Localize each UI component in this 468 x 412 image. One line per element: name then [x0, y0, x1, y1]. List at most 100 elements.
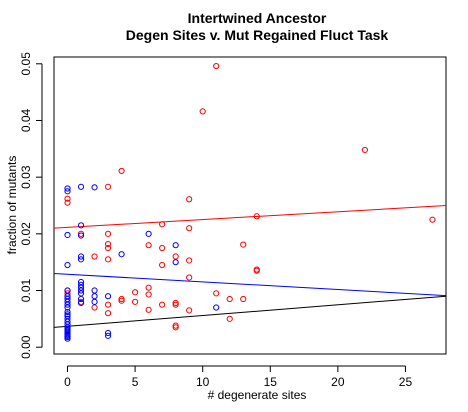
data-point — [172, 322, 179, 329]
data-point — [226, 315, 233, 322]
y-axis: 0.00 0.01 0.02 0.03 0.04 0.05 — [19, 52, 43, 359]
chart-title: Intertwined Ancestor — [188, 10, 327, 26]
data-point — [64, 311, 71, 318]
x-tick-label: 5 — [132, 375, 139, 389]
data-point — [213, 62, 220, 70]
data-point — [77, 253, 85, 260]
data-point — [172, 301, 179, 308]
regression-line — [54, 273, 446, 297]
data-point — [91, 293, 98, 300]
data-point — [91, 287, 98, 294]
y-tick-label: 0.01 — [19, 279, 33, 303]
chart-subtitle: Degen Sites v. Mut Regained Fluct Task — [126, 27, 389, 43]
data-point — [64, 231, 71, 239]
data-point — [91, 298, 98, 305]
data-point — [213, 290, 220, 297]
data-point — [253, 267, 260, 274]
data-point — [64, 333, 71, 341]
data-point — [253, 213, 260, 220]
data-point — [104, 332, 112, 339]
regression-line — [54, 205, 446, 229]
data-point — [91, 184, 98, 191]
data-point — [64, 301, 71, 308]
data-point — [104, 310, 112, 317]
data-point — [77, 256, 85, 263]
x-axis-label: # degenerate sites — [208, 388, 307, 402]
data-point — [159, 261, 166, 269]
data-point — [64, 185, 71, 192]
data-point — [77, 295, 85, 303]
data-point — [159, 301, 166, 308]
y-tick-label: 0.05 — [19, 52, 33, 76]
data-point — [91, 304, 98, 311]
data-point — [104, 240, 112, 248]
data-point — [213, 304, 220, 311]
y-tick-label: 0.02 — [19, 222, 33, 246]
data-point — [64, 304, 71, 311]
data-point — [104, 293, 112, 300]
data-point — [186, 196, 193, 203]
data-point — [429, 216, 436, 223]
x-tick-label: 25 — [399, 375, 413, 389]
data-point — [118, 295, 125, 303]
data-point — [132, 298, 139, 305]
data-point — [145, 242, 152, 249]
data-point — [118, 167, 125, 175]
x-tick-label: 0 — [64, 375, 71, 389]
data-point — [64, 195, 71, 202]
data-point — [186, 307, 193, 314]
data-point — [172, 242, 179, 249]
data-point — [104, 183, 112, 190]
data-point — [186, 257, 193, 264]
data-point — [91, 253, 98, 260]
plot-frame — [53, 56, 447, 355]
data-point — [64, 335, 71, 342]
data-point — [104, 244, 112, 252]
data-point — [118, 297, 125, 304]
data-point — [199, 108, 206, 115]
data-point — [77, 232, 85, 239]
x-axis: 0 5 10 15 20 25 — [64, 365, 413, 389]
data-point — [186, 274, 193, 281]
y-tick-label: 0.00 — [19, 335, 33, 359]
data-point — [172, 259, 179, 266]
data-point — [240, 295, 247, 303]
data-point — [172, 324, 179, 331]
data-point — [104, 256, 112, 263]
data-point — [145, 306, 152, 313]
data-point — [77, 222, 85, 229]
regression-line — [54, 295, 446, 328]
x-tick-label: 20 — [331, 375, 345, 389]
x-tick-label: 15 — [264, 375, 278, 389]
data-point — [145, 291, 152, 298]
data-point — [64, 308, 71, 316]
data-point — [77, 299, 85, 307]
data-point — [172, 253, 179, 260]
data-point — [64, 188, 71, 195]
data-point — [159, 244, 166, 252]
data-point — [186, 225, 193, 232]
data-point — [64, 261, 71, 269]
y-tick-label: 0.03 — [19, 165, 33, 189]
data-point — [104, 230, 112, 237]
y-tick-label: 0.04 — [19, 108, 33, 132]
data-point — [132, 289, 139, 296]
data-point — [145, 284, 152, 291]
data-point — [77, 287, 85, 294]
data-point — [226, 295, 233, 303]
y-axis-label: fraction of mutants — [5, 156, 19, 255]
fit-lines — [54, 205, 446, 328]
data-point — [240, 241, 247, 248]
data-points — [64, 62, 436, 342]
data-point — [172, 299, 179, 307]
data-point — [77, 230, 85, 237]
data-point — [64, 199, 71, 206]
data-point — [104, 329, 112, 337]
x-tick-label: 10 — [196, 375, 210, 389]
data-point — [145, 230, 152, 237]
data-point — [104, 301, 112, 308]
data-point — [159, 221, 166, 228]
data-point — [361, 146, 368, 154]
data-point — [118, 251, 125, 258]
